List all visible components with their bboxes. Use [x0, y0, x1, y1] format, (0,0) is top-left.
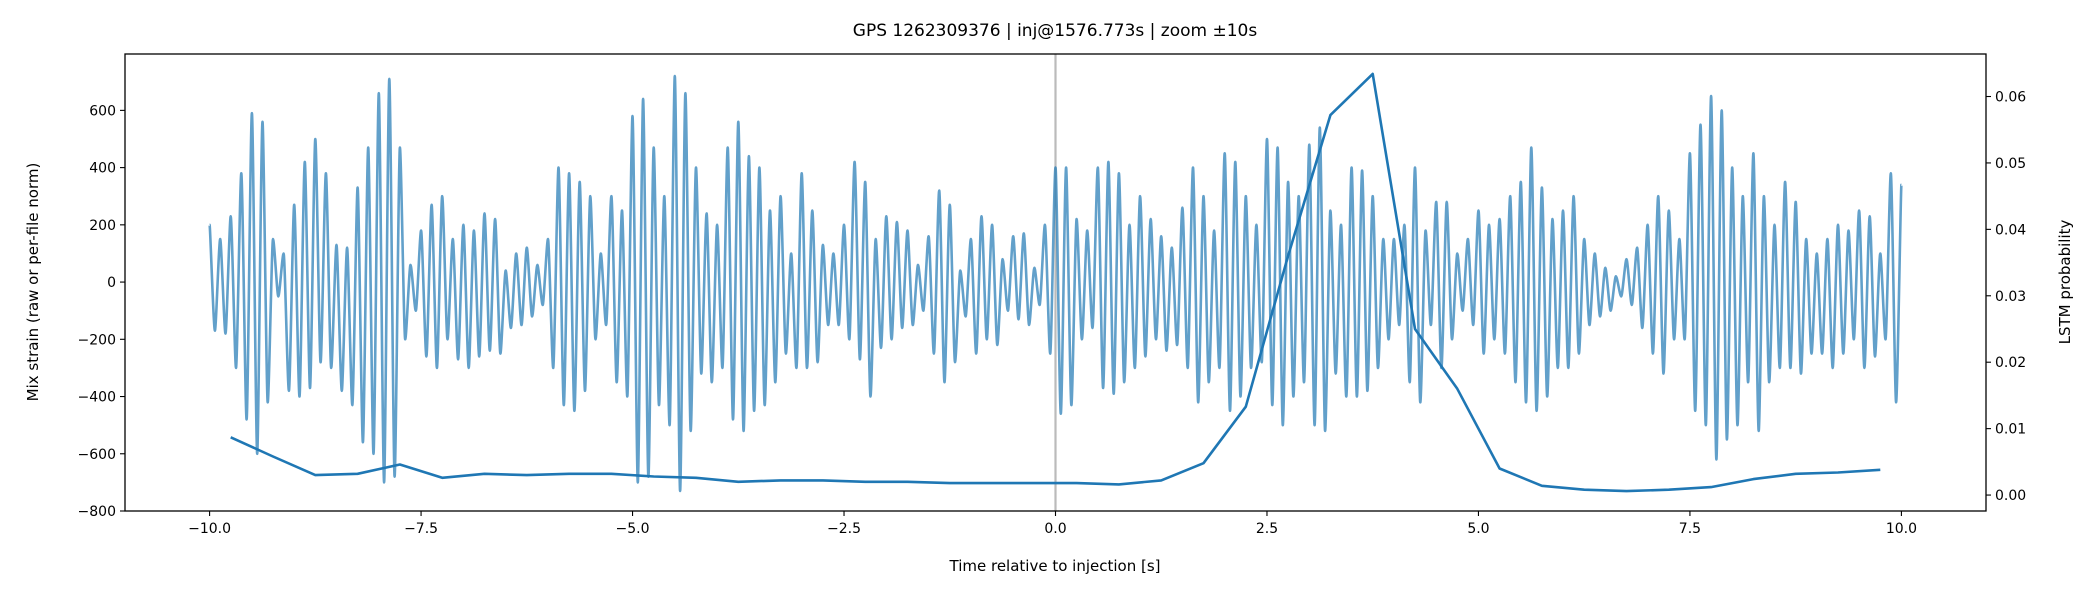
y-axis-left: −800 −600 −400 −200 0 200 400 600	[78, 103, 125, 520]
x-tick-label: 10.0	[1886, 521, 1917, 537]
y-axis-label-left: Mix strain (raw or per-file norm)	[24, 163, 42, 402]
y-right-tick-label: 0.04	[1995, 222, 2026, 238]
x-tick-label: 0.0	[1044, 521, 1066, 537]
x-tick-label: −7.5	[404, 521, 438, 537]
y-tick-label: −600	[78, 447, 116, 463]
chart-title: GPS 1262309376 | inj@1576.773s | zoom ±1…	[853, 21, 1258, 41]
y-tick-label: 600	[89, 103, 116, 119]
y-tick-label: −200	[78, 332, 116, 348]
y-tick-label: −800	[78, 504, 116, 520]
y-tick-label: 0	[107, 275, 116, 291]
y-tick-label: −400	[78, 390, 116, 406]
x-tick-label: 2.5	[1256, 521, 1278, 537]
x-tick-label: −10.0	[188, 521, 231, 537]
y-right-tick-label: 0.03	[1995, 289, 2026, 305]
y-axis-right: 0.00 0.01 0.02 0.03 0.04 0.05 0.06	[1986, 90, 2026, 505]
y-tick-label: 200	[89, 218, 116, 234]
y-right-tick-label: 0.02	[1995, 355, 2026, 371]
y-right-tick-label: 0.00	[1995, 488, 2026, 504]
x-tick-label: 7.5	[1679, 521, 1701, 537]
y-right-tick-label: 0.06	[1995, 90, 2026, 106]
y-right-tick-label: 0.01	[1995, 422, 2026, 438]
y-tick-label: 400	[89, 161, 116, 177]
x-axis-label: Time relative to injection [s]	[949, 557, 1161, 575]
plot-area	[210, 54, 1902, 511]
y-axis-label-right: LSTM probability	[2056, 219, 2074, 344]
x-tick-label: −5.0	[616, 521, 650, 537]
x-axis: −10.0 −7.5 −5.0 −2.5 0.0 2.5 5.0 7.5 10.0	[188, 511, 1917, 537]
x-tick-label: −2.5	[827, 521, 861, 537]
y-right-tick-label: 0.05	[1995, 156, 2026, 172]
x-tick-label: 5.0	[1467, 521, 1489, 537]
